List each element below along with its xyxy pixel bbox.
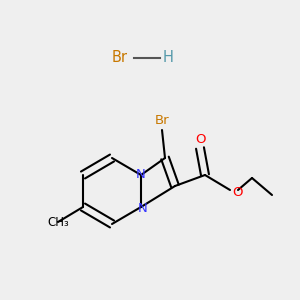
Text: N: N xyxy=(138,202,148,215)
Text: Br: Br xyxy=(112,50,128,65)
Text: CH₃: CH₃ xyxy=(47,215,69,229)
Text: O: O xyxy=(232,185,242,199)
Text: Br: Br xyxy=(155,114,169,127)
Text: H: H xyxy=(163,50,173,65)
Text: O: O xyxy=(195,133,205,146)
Text: N: N xyxy=(136,169,146,182)
